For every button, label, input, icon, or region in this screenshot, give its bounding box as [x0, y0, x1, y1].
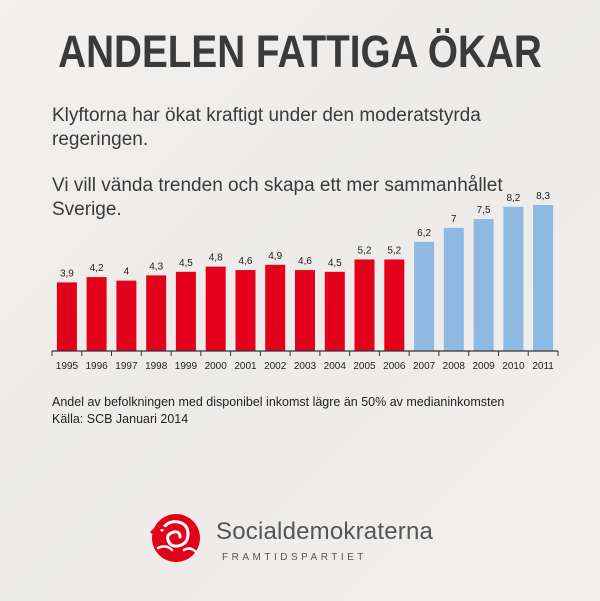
data-label-2001: 4,6 [239, 256, 253, 267]
bar-2004 [324, 271, 345, 351]
data-label-2000: 4,8 [209, 253, 223, 264]
bars-group [56, 205, 554, 351]
data-label-2005: 5,2 [358, 246, 372, 257]
x-tick-label-2005: 2005 [353, 361, 376, 372]
data-label-2006: 5,2 [387, 246, 401, 257]
footnote-source: Källa: SCB Januari 2014 [52, 412, 189, 426]
data-label-2009: 7,5 [477, 205, 491, 216]
bar-1996 [86, 277, 107, 351]
x-tick-label-1998: 1998 [145, 361, 168, 372]
data-label-1995: 3,9 [60, 268, 74, 279]
data-label-2010: 8,2 [506, 193, 520, 204]
page-title: ANDELEN FATTIGA ÖKAR [58, 26, 542, 77]
x-tick-label-2000: 2000 [205, 361, 228, 372]
bar-chart: 3,9 4,2 4 4,3 4,5 4,8 4,6 4,9 4,6 4,5 5,2 5,2 6,2 7 7,… [51, 191, 559, 372]
intro-text-1: Klyftorna har ökat kraftigt under den mo… [52, 105, 481, 150]
x-tick-label-2007: 2007 [413, 361, 436, 372]
data-labels-group: 3,9 4,2 4 4,3 4,5 4,8 4,6 4,9 4,6 4,5 5,2 5,2 6,2 7 7,… [60, 191, 551, 279]
x-tick-label-1999: 1999 [175, 361, 198, 372]
x-tick-label-2004: 2004 [324, 361, 347, 372]
logo-tagline: FRAMTIDSPARTIET [222, 552, 367, 563]
bar-2000 [205, 266, 226, 351]
x-tick-label-2001: 2001 [234, 361, 257, 372]
data-label-1997: 4 [124, 267, 130, 278]
data-label-2008: 7 [451, 214, 457, 225]
data-label-2002: 4,9 [268, 251, 282, 262]
data-label-2011: 8,3 [536, 191, 550, 202]
bar-2010 [503, 206, 524, 351]
x-tick-label-2010: 2010 [502, 361, 525, 372]
bar-2002 [265, 264, 286, 351]
bar-2006 [384, 259, 405, 351]
x-tick-label-2009: 2009 [472, 361, 495, 372]
data-label-2004: 4,5 [328, 258, 342, 269]
data-label-1999: 4,5 [179, 258, 193, 269]
bar-1995 [56, 282, 77, 351]
x-tick-labels-group: 1995 1996 1997 1998 1999 2000 2001 2002 2003 2004… [56, 361, 555, 372]
logo-name: Socialdemokraterna [216, 518, 434, 545]
x-ticks-group [51, 351, 559, 356]
x-tick-label-1997: 1997 [115, 361, 138, 372]
bar-2007 [414, 241, 435, 351]
bar-1997 [116, 280, 137, 351]
data-label-1996: 4,2 [90, 263, 104, 274]
bar-2003 [295, 270, 315, 351]
bar-2001 [235, 270, 256, 351]
bar-2009 [473, 219, 494, 351]
party-logo: Socialdemokraterna FRAMTIDSPARTIET [144, 508, 444, 568]
bar-2011 [533, 205, 554, 351]
data-label-2003: 4,6 [298, 256, 312, 267]
intro-text-2: Vi vill vända trenden och skapa ett mer … [52, 175, 503, 220]
x-tick-label-2011: 2011 [532, 361, 554, 372]
x-tick-label-2008: 2008 [443, 361, 466, 372]
bar-1998 [146, 275, 167, 351]
data-label-2007: 6,2 [417, 228, 431, 239]
x-tick-label-2002: 2002 [264, 361, 287, 372]
x-tick-label-2003: 2003 [294, 361, 317, 372]
bar-2005 [354, 259, 375, 351]
footnote-definition: Andel av befolkningen med disponibel ink… [52, 395, 505, 409]
x-tick-label-2006: 2006 [383, 361, 406, 372]
x-tick-label-1995: 1995 [56, 361, 79, 372]
rose-logo-icon [150, 514, 200, 562]
x-tick-label-1996: 1996 [85, 361, 108, 372]
data-label-1998: 4,3 [149, 261, 163, 272]
bar-1999 [175, 271, 196, 351]
bar-2008 [443, 227, 464, 351]
